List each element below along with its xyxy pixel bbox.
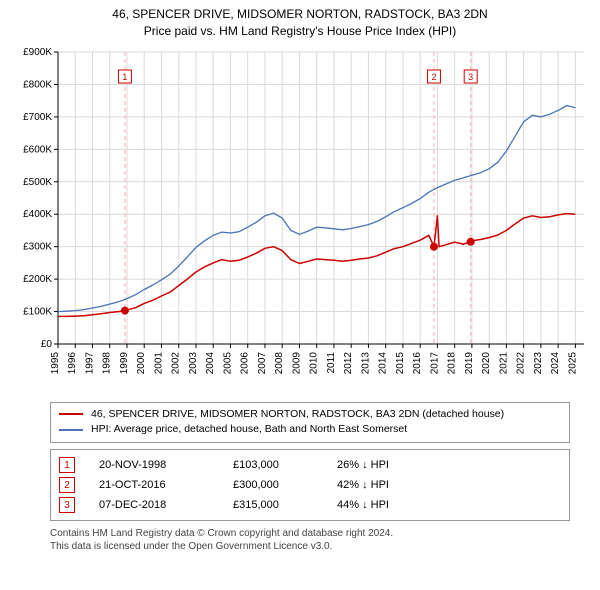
sale-marker-3: 3 bbox=[59, 497, 75, 513]
sale-hpi-3: 44% ↓ HPI bbox=[337, 499, 437, 511]
svg-text:2002: 2002 bbox=[171, 351, 182, 374]
legend-swatch-hpi bbox=[59, 429, 83, 431]
svg-text:1995: 1995 bbox=[50, 351, 61, 374]
svg-text:1996: 1996 bbox=[67, 351, 78, 374]
svg-text:£300K: £300K bbox=[23, 241, 52, 252]
chart-svg: £0 £100K £200K £300K £400K £500K £600K £700K £80… bbox=[10, 44, 590, 394]
license-line-1: Contains HM Land Registry data © Crown c… bbox=[50, 527, 590, 540]
legend-text-hpi: HPI: Average price, detached house, Bath… bbox=[91, 422, 407, 438]
svg-text:2024: 2024 bbox=[550, 351, 561, 374]
svg-text:3: 3 bbox=[468, 72, 473, 82]
legend-box: 46, SPENCER DRIVE, MIDSOMER NORTON, RADS… bbox=[50, 402, 570, 444]
sale-row-2: 2 21-OCT-2016 £300,000 42% ↓ HPI bbox=[59, 475, 561, 495]
sale-hpi-1: 26% ↓ HPI bbox=[337, 459, 437, 471]
svg-text:£200K: £200K bbox=[23, 274, 52, 285]
svg-text:2018: 2018 bbox=[447, 351, 458, 374]
svg-text:2016: 2016 bbox=[412, 351, 423, 374]
svg-text:£0: £0 bbox=[41, 339, 53, 350]
legend-swatch-property bbox=[59, 413, 83, 415]
legend-row-hpi: HPI: Average price, detached house, Bath… bbox=[59, 422, 561, 438]
svg-text:1999: 1999 bbox=[119, 351, 130, 374]
svg-text:£500K: £500K bbox=[23, 176, 52, 187]
title-line-1: 46, SPENCER DRIVE, MIDSOMER NORTON, RADS… bbox=[10, 6, 590, 23]
svg-text:2020: 2020 bbox=[481, 351, 492, 374]
sale-price-2: £300,000 bbox=[233, 479, 313, 491]
svg-text:2009: 2009 bbox=[291, 351, 302, 374]
svg-text:£900K: £900K bbox=[23, 47, 52, 58]
sale-date-3: 07-DEC-2018 bbox=[99, 499, 209, 511]
sale-marker-1: 1 bbox=[59, 457, 75, 473]
svg-text:2017: 2017 bbox=[429, 351, 440, 374]
title-line-2: Price paid vs. HM Land Registry's House … bbox=[10, 23, 590, 40]
svg-text:£700K: £700K bbox=[23, 111, 52, 122]
svg-text:2004: 2004 bbox=[205, 351, 216, 374]
sale-date-2: 21-OCT-2016 bbox=[99, 479, 209, 491]
svg-text:1: 1 bbox=[122, 72, 127, 82]
svg-text:£800K: £800K bbox=[23, 79, 52, 90]
sale-hpi-2: 42% ↓ HPI bbox=[337, 479, 437, 491]
svg-text:2001: 2001 bbox=[153, 351, 164, 374]
svg-text:2005: 2005 bbox=[222, 351, 233, 374]
svg-text:2015: 2015 bbox=[395, 351, 406, 374]
license-block: Contains HM Land Registry data © Crown c… bbox=[50, 527, 590, 553]
chart-title-block: 46, SPENCER DRIVE, MIDSOMER NORTON, RADS… bbox=[0, 0, 600, 44]
sale-row-3: 3 07-DEC-2018 £315,000 44% ↓ HPI bbox=[59, 495, 561, 515]
svg-text:2022: 2022 bbox=[516, 351, 527, 374]
svg-text:2021: 2021 bbox=[498, 351, 509, 374]
sale-marker-2: 2 bbox=[59, 477, 75, 493]
svg-text:2023: 2023 bbox=[533, 351, 544, 374]
svg-text:2003: 2003 bbox=[188, 351, 199, 374]
svg-text:2014: 2014 bbox=[378, 351, 389, 374]
sale-price-1: £103,000 bbox=[233, 459, 313, 471]
svg-text:2006: 2006 bbox=[240, 351, 251, 374]
svg-text:2019: 2019 bbox=[464, 351, 475, 374]
svg-text:1998: 1998 bbox=[102, 351, 113, 374]
sale-price-3: £315,000 bbox=[233, 499, 313, 511]
svg-text:2025: 2025 bbox=[567, 351, 578, 374]
svg-text:£400K: £400K bbox=[23, 209, 52, 220]
legend-row-property: 46, SPENCER DRIVE, MIDSOMER NORTON, RADS… bbox=[59, 407, 561, 423]
sale-row-1: 1 20-NOV-1998 £103,000 26% ↓ HPI bbox=[59, 455, 561, 475]
svg-text:2: 2 bbox=[431, 72, 436, 82]
chart-area: £0 £100K £200K £300K £400K £500K £600K £700K £80… bbox=[10, 44, 590, 394]
svg-text:£100K: £100K bbox=[23, 306, 52, 317]
svg-text:2000: 2000 bbox=[136, 351, 147, 374]
sales-box: 1 20-NOV-1998 £103,000 26% ↓ HPI 2 21-OC… bbox=[50, 449, 570, 521]
sale-date-1: 20-NOV-1998 bbox=[99, 459, 209, 471]
svg-text:2010: 2010 bbox=[309, 351, 320, 374]
svg-text:2007: 2007 bbox=[257, 351, 268, 374]
svg-text:1997: 1997 bbox=[84, 351, 95, 374]
legend-text-property: 46, SPENCER DRIVE, MIDSOMER NORTON, RADS… bbox=[91, 407, 504, 423]
svg-text:2013: 2013 bbox=[360, 351, 371, 374]
svg-text:2012: 2012 bbox=[343, 351, 354, 374]
svg-text:2011: 2011 bbox=[326, 351, 337, 373]
license-line-2: This data is licensed under the Open Gov… bbox=[50, 540, 590, 553]
svg-text:£600K: £600K bbox=[23, 144, 52, 155]
svg-text:2008: 2008 bbox=[274, 351, 285, 374]
